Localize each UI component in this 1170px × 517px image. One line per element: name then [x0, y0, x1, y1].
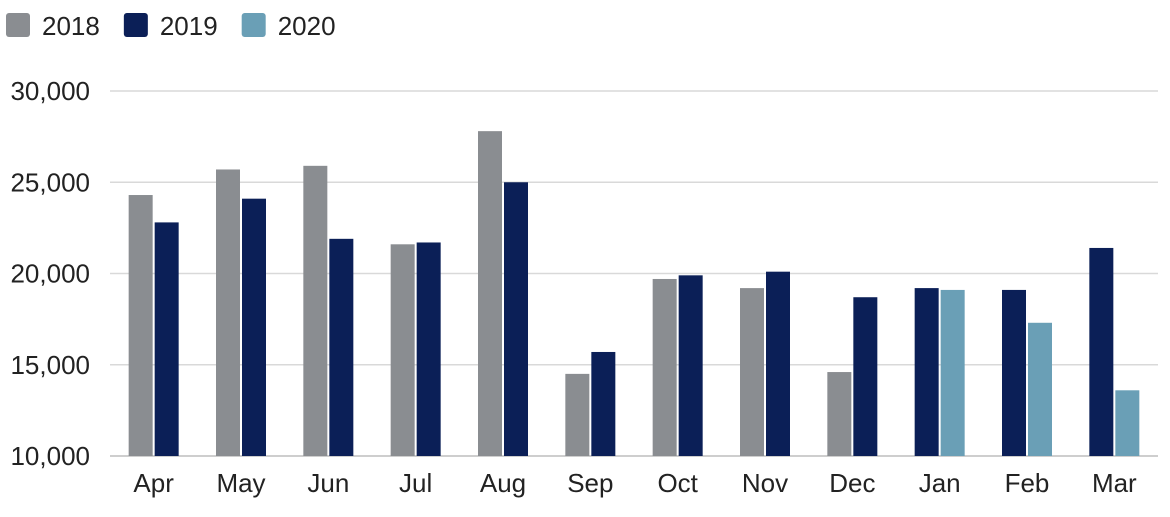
y-tick-label: 15,000	[10, 350, 90, 380]
bar-apr-2018	[128, 195, 153, 456]
gridlines	[110, 90, 1158, 457]
legend-label-2020: 2020	[278, 11, 336, 41]
y-axis: 10,000 15,000 20,000 25,000 30,000	[10, 76, 90, 471]
x-tick-label-jul: Jul	[399, 468, 432, 498]
bar-feb-2020	[1028, 322, 1052, 456]
bars	[128, 131, 1140, 457]
legend-label-2018: 2018	[42, 11, 100, 41]
bar-may-2018	[216, 169, 240, 456]
bar-jun-2018	[303, 165, 328, 456]
bar-feb-2019	[1002, 289, 1026, 456]
x-tick-label-jun: Jun	[307, 468, 349, 498]
legend-label-2019: 2019	[160, 11, 218, 41]
x-tick-label-apr: Apr	[133, 468, 174, 498]
x-tick-label-jan: Jan	[919, 468, 961, 498]
bar-apr-2019	[154, 222, 179, 456]
bar-jul-2018	[390, 244, 415, 456]
bar-sep-2019	[591, 351, 616, 456]
x-tick-label-sep: Sep	[567, 468, 613, 498]
y-tick-label: 20,000	[10, 259, 90, 289]
bar-oct-2018	[652, 278, 677, 456]
legend: 2018 2019 2020	[6, 11, 336, 41]
bar-may-2019	[242, 198, 266, 457]
bar-mar-2019	[1089, 247, 1114, 456]
y-tick-label: 10,000	[10, 441, 90, 471]
y-tick-label: 25,000	[10, 167, 90, 197]
bar-sep-2018	[565, 373, 590, 456]
bar-dec-2019	[853, 297, 878, 456]
bar-aug-2018	[478, 131, 502, 456]
x-axis: Apr May Jun Jul Aug Sep Oct Nov Dec Jan Feb Mar	[133, 468, 1137, 498]
bar-jun-2019	[329, 238, 354, 456]
x-tick-label-nov: Nov	[742, 468, 788, 498]
legend-swatch-2018	[6, 13, 30, 37]
bar-dec-2018	[827, 372, 852, 456]
bar-nov-2018	[740, 288, 764, 456]
legend-swatch-2020	[241, 13, 266, 37]
legend-swatch-2019	[123, 13, 148, 37]
x-tick-label-dec: Dec	[829, 468, 875, 498]
x-tick-label-oct: Oct	[657, 468, 698, 498]
bar-jan-2020	[940, 289, 965, 456]
x-tick-label-feb: Feb	[1005, 468, 1050, 498]
x-tick-label-aug: Aug	[480, 468, 526, 498]
x-tick-label-may: May	[216, 468, 265, 498]
bar-mar-2020	[1115, 390, 1140, 456]
bar-jan-2019	[914, 288, 939, 456]
y-tick-label: 30,000	[10, 76, 90, 106]
bar-jul-2019	[416, 242, 441, 456]
bar-oct-2019	[678, 275, 703, 456]
bar-nov-2019	[766, 271, 790, 456]
x-tick-label-mar: Mar	[1092, 468, 1137, 498]
bar-aug-2019	[504, 182, 528, 456]
